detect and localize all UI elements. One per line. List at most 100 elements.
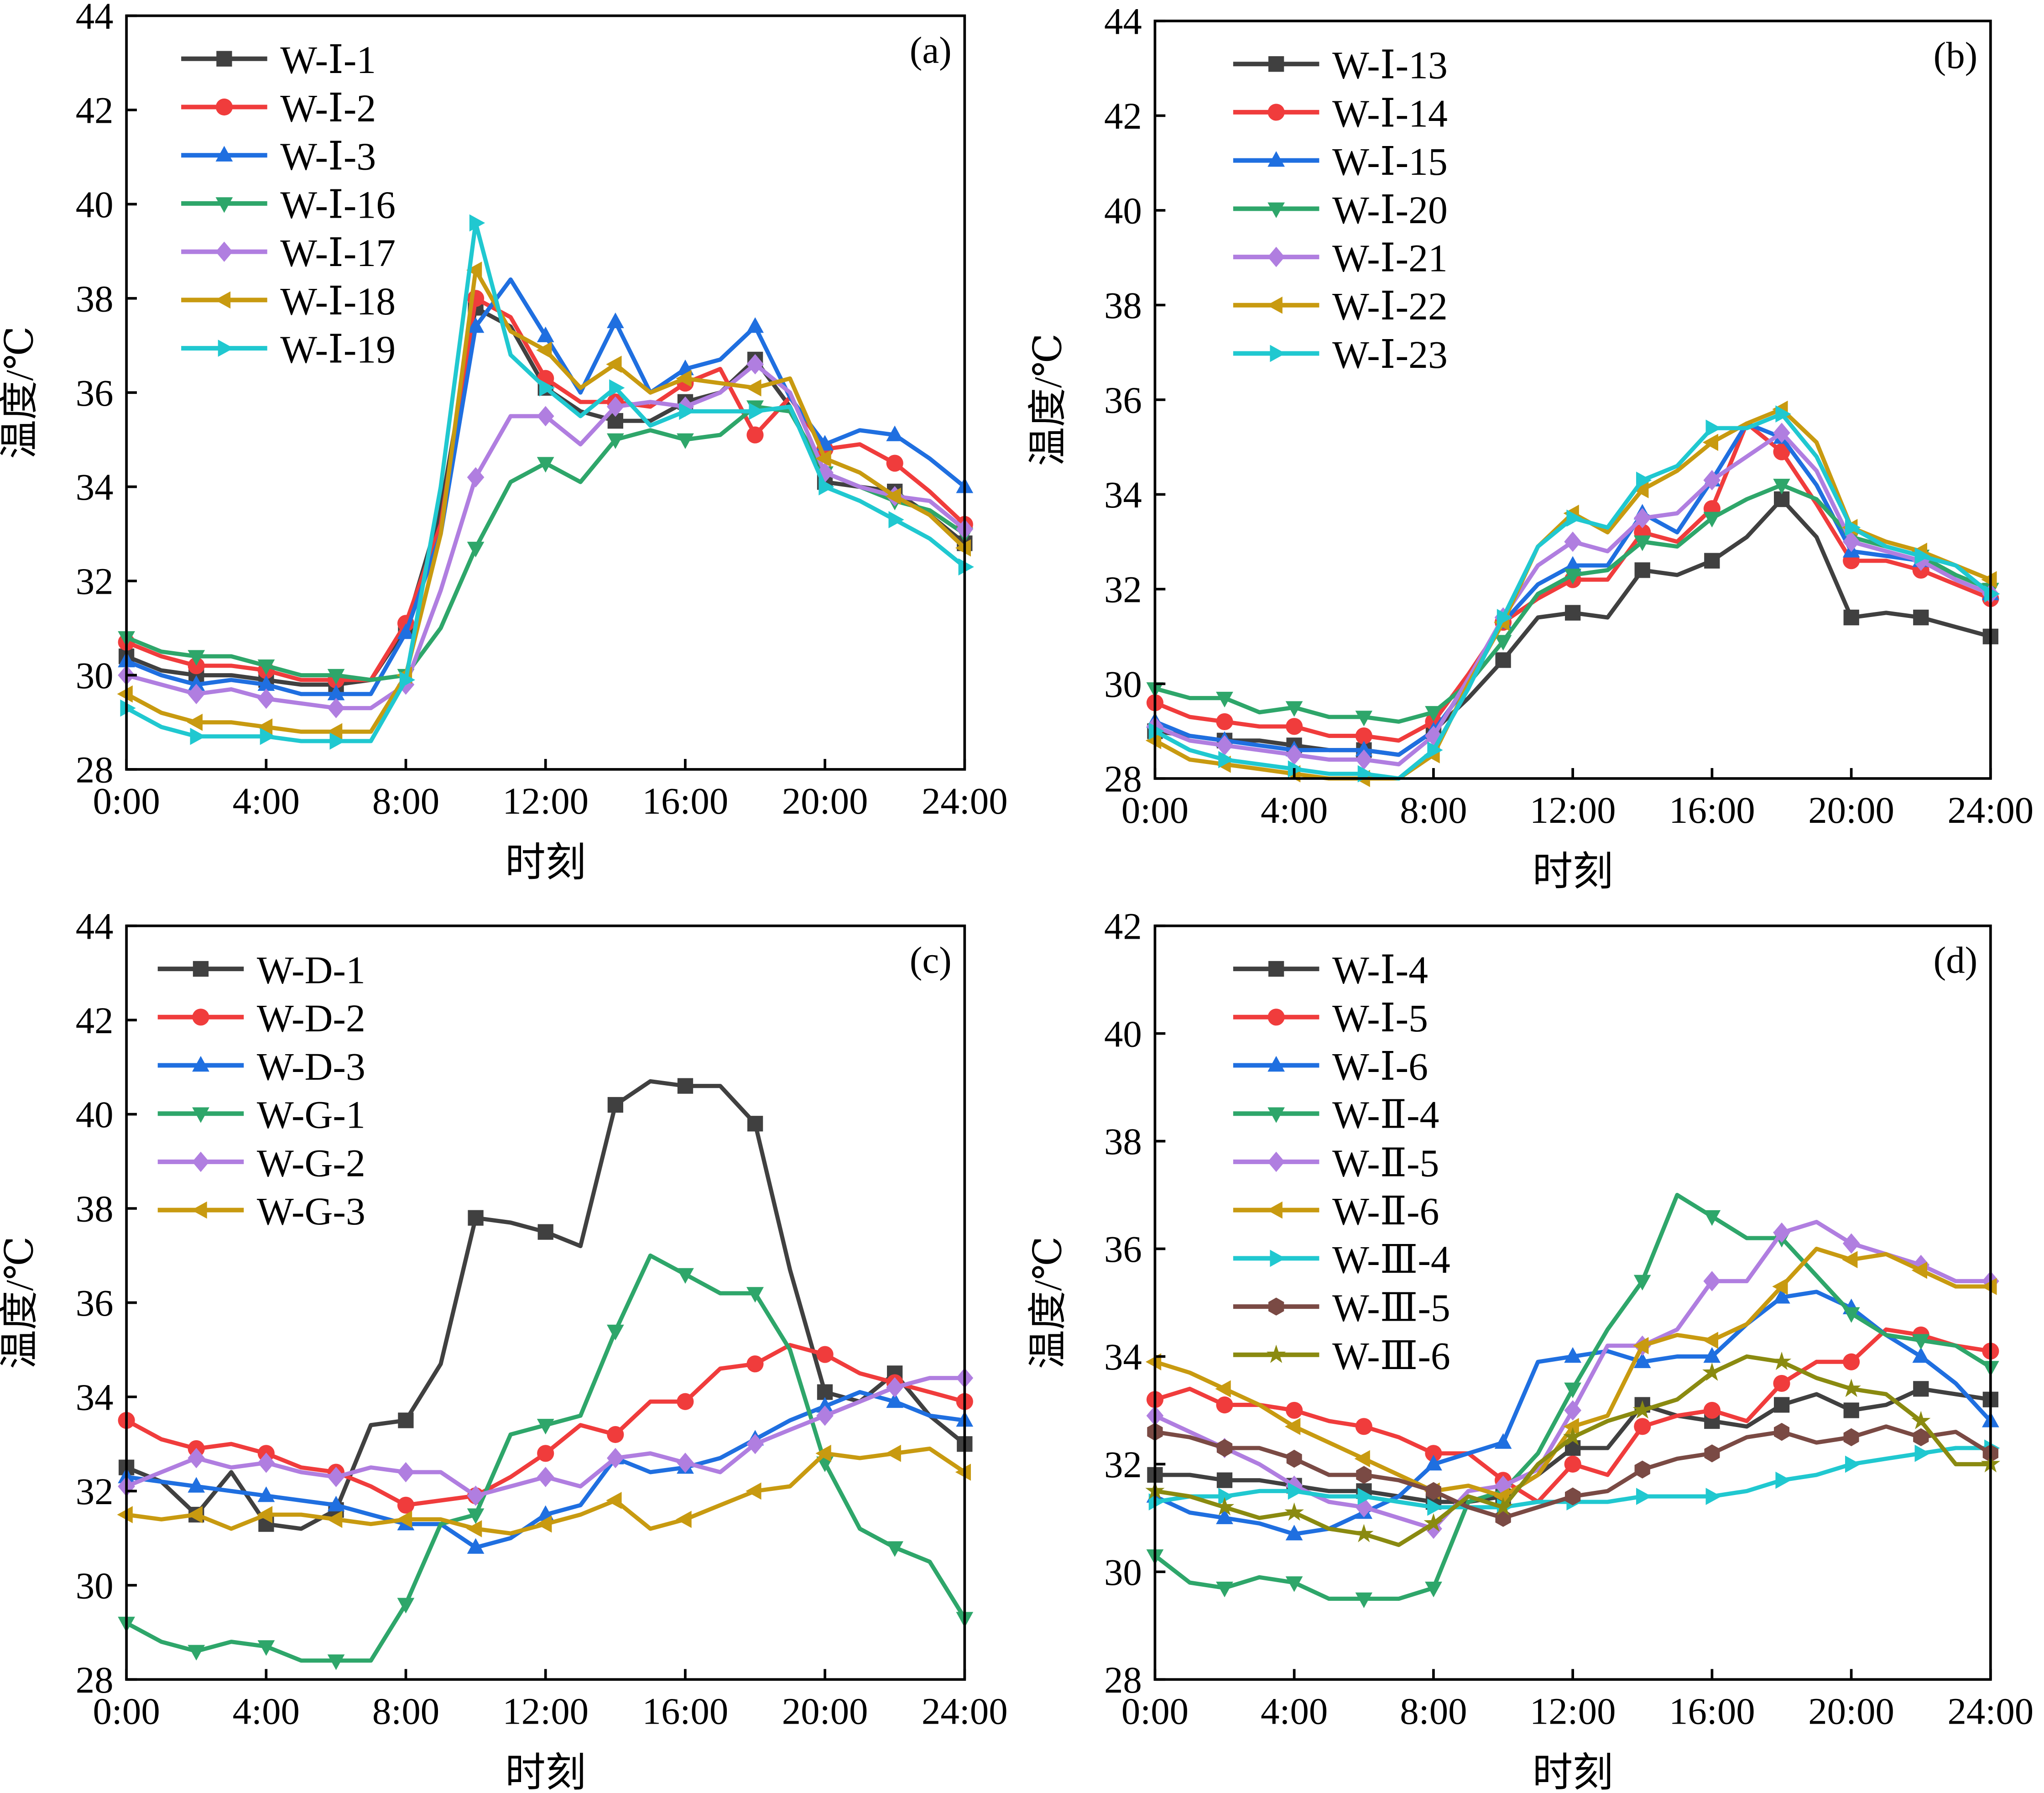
data-point	[1564, 569, 1581, 585]
data-point	[1633, 1352, 1651, 1368]
data-point	[1496, 609, 1513, 626]
legend-marker	[1267, 246, 1285, 267]
data-point	[1355, 1497, 1373, 1518]
data-point	[607, 433, 624, 449]
data-point	[1357, 1488, 1373, 1505]
data-point	[1774, 491, 1790, 507]
data-point	[327, 1654, 345, 1670]
x-tick-label: 8:00	[1400, 789, 1467, 831]
legend: W-D-1 W-D-2 W-D-3 W-G-1W-G-2 W-G-3	[157, 949, 365, 1233]
data-point	[886, 1541, 903, 1557]
data-point	[677, 1268, 694, 1284]
y-tick-label: 28	[76, 749, 114, 791]
panel-label: (b)	[1934, 34, 1978, 76]
legend-item: W-Ⅲ-5	[1233, 1286, 1450, 1330]
legend-marker	[1267, 202, 1285, 218]
x-tick-label: 8:00	[372, 1690, 439, 1732]
legend-label: W-Ⅰ-13	[1332, 44, 1448, 87]
x-tick-label: 16:00	[1669, 789, 1755, 831]
data-point	[1286, 1401, 1303, 1419]
x-tick-label: 12:00	[1530, 1690, 1616, 1732]
plot-frame	[1153, 20, 1992, 780]
x-tick-label: 12:00	[502, 780, 589, 822]
data-point	[398, 1412, 414, 1428]
series-W-Ⅰ-17	[118, 354, 974, 718]
legend-item: W-Ⅰ-18	[181, 280, 396, 323]
y-tick-label: 36	[76, 372, 114, 414]
data-point	[467, 542, 485, 558]
data-point	[1703, 1401, 1721, 1419]
legend-marker	[1267, 1201, 1283, 1219]
data-point	[886, 1392, 903, 1408]
data-point	[1565, 1487, 1581, 1505]
panel-label: (a)	[910, 29, 952, 71]
legend-label: W-G-2	[257, 1141, 365, 1185]
legend-marker	[1268, 961, 1284, 977]
data-point	[1633, 535, 1651, 551]
data-point	[1427, 741, 1443, 759]
legend-marker	[215, 197, 233, 213]
data-point	[606, 355, 622, 373]
x-tick-label: 4:00	[1261, 789, 1328, 831]
legend-label: W-Ⅰ-16	[280, 183, 396, 226]
data-point	[1493, 1497, 1513, 1516]
y-tick-label: 32	[1104, 1443, 1142, 1485]
y-tick-label: 36	[76, 1282, 114, 1324]
legend-item: W-Ⅰ-17	[181, 231, 396, 275]
legend-item: W-Ⅰ-19	[181, 328, 396, 371]
data-point	[397, 623, 415, 639]
series-W-G-1	[118, 1253, 974, 1670]
data-point	[1703, 1210, 1721, 1226]
y-tick-label: 30	[76, 1564, 114, 1606]
data-point	[1636, 1488, 1652, 1505]
data-point	[1285, 744, 1303, 765]
data-point	[1773, 423, 1790, 443]
y-tick-label: 40	[1104, 1013, 1142, 1055]
series-line	[125, 296, 966, 682]
x-tick-label: 20:00	[1808, 789, 1894, 831]
y-axis-label: 温度/℃	[0, 326, 41, 459]
data-point	[746, 426, 764, 444]
data-point	[257, 675, 275, 691]
legend-marker	[193, 961, 209, 977]
data-point	[1843, 1353, 1860, 1370]
data-point	[1702, 434, 1718, 451]
data-point	[819, 478, 834, 496]
panel-label: (d)	[1934, 939, 1978, 981]
y-tick-label: 38	[1104, 284, 1142, 326]
y-tick-label: 40	[1104, 190, 1142, 232]
data-point	[1842, 1251, 1858, 1269]
data-point	[1565, 605, 1581, 621]
series-W-Ⅱ-4	[1146, 1192, 1999, 1608]
data-point	[188, 675, 205, 691]
data-point	[1563, 1418, 1579, 1435]
y-tick-label: 38	[1104, 1120, 1142, 1162]
data-point	[537, 1467, 554, 1487]
legend-label: W-Ⅰ-1	[280, 38, 376, 82]
data-point	[188, 650, 205, 666]
data-point	[1286, 718, 1303, 735]
x-tick-label: 4:00	[233, 1690, 300, 1732]
data-point	[257, 1640, 275, 1656]
data-point	[886, 455, 903, 472]
series-W-Ⅰ-18	[117, 261, 971, 741]
legend-marker	[191, 1201, 207, 1219]
data-point	[1425, 1581, 1442, 1598]
legend-marker	[1267, 296, 1283, 314]
series-W-Ⅰ-3	[118, 277, 974, 700]
legend-marker	[1270, 345, 1286, 362]
data-point	[1218, 1488, 1234, 1505]
legend-item: W-Ⅲ-4	[1233, 1238, 1450, 1281]
legend-item: W-Ⅰ-16	[181, 183, 396, 226]
data-point	[1216, 1472, 1233, 1488]
data-point	[327, 1495, 345, 1511]
data-point	[1633, 481, 1649, 498]
data-point	[816, 1397, 834, 1413]
data-point	[1145, 732, 1162, 749]
data-point	[1705, 419, 1721, 437]
series-W-Ⅲ-5	[1147, 1422, 1998, 1527]
legend-label: W-Ⅰ-5	[1332, 997, 1428, 1040]
legend-label: W-Ⅰ-23	[1332, 333, 1448, 376]
x-tick-label: 4:00	[233, 780, 300, 822]
data-point	[188, 684, 205, 705]
